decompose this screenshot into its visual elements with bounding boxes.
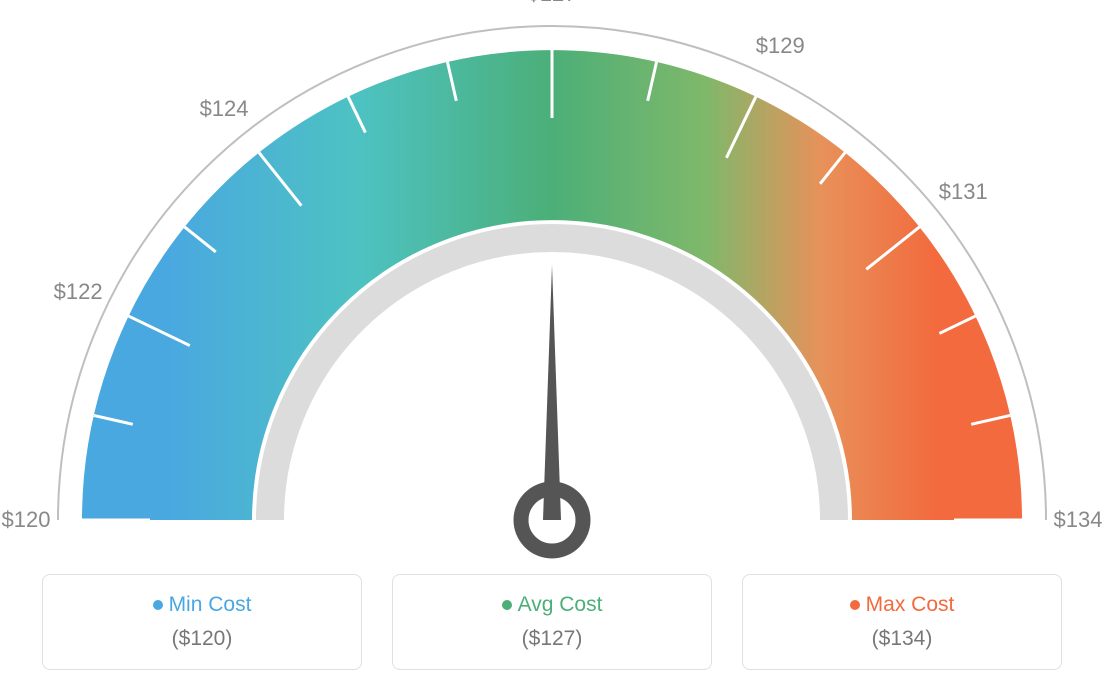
svg-text:$127: $127 bbox=[528, 0, 577, 6]
legend-row: Min Cost ($120) Avg Cost ($127) Max Cost… bbox=[0, 574, 1104, 670]
svg-text:$131: $131 bbox=[939, 179, 988, 204]
legend-title-min: Min Cost bbox=[63, 593, 341, 617]
legend-value-avg: ($127) bbox=[413, 627, 691, 651]
legend-card-min: Min Cost ($120) bbox=[42, 574, 362, 670]
legend-card-avg: Avg Cost ($127) bbox=[392, 574, 712, 670]
legend-value-max: ($134) bbox=[763, 627, 1041, 651]
legend-card-max: Max Cost ($134) bbox=[742, 574, 1062, 670]
legend-title-text: Min Cost bbox=[169, 593, 252, 616]
gauge-svg: $120 $122 $124 $127 $129 $131 $134 bbox=[0, 0, 1104, 560]
cost-gauge-chart: $120 $122 $124 $127 $129 $131 $134 bbox=[0, 0, 1104, 560]
svg-text:$124: $124 bbox=[200, 96, 249, 121]
legend-title-avg: Avg Cost bbox=[413, 593, 691, 617]
legend-value-min: ($120) bbox=[63, 627, 341, 651]
legend-title-text: Max Cost bbox=[866, 593, 955, 616]
svg-text:$120: $120 bbox=[2, 507, 51, 532]
dot-icon bbox=[153, 600, 163, 610]
legend-title-max: Max Cost bbox=[763, 593, 1041, 617]
svg-text:$129: $129 bbox=[756, 33, 805, 58]
svg-text:$122: $122 bbox=[54, 279, 103, 304]
dot-icon bbox=[502, 600, 512, 610]
legend-title-text: Avg Cost bbox=[518, 593, 603, 616]
dot-icon bbox=[850, 600, 860, 610]
svg-text:$134: $134 bbox=[1054, 507, 1103, 532]
